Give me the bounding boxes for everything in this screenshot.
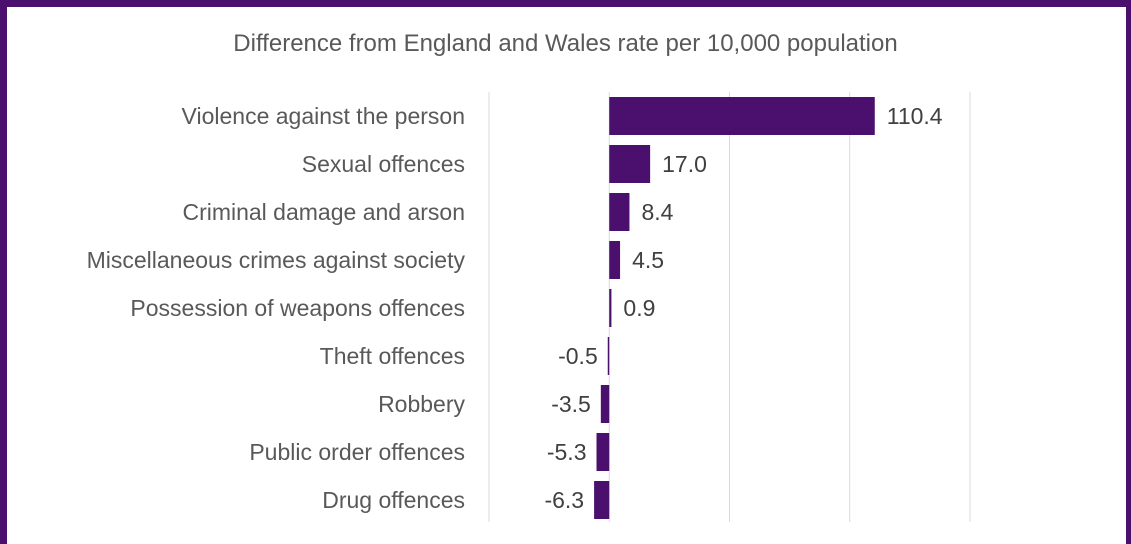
bar xyxy=(609,145,651,183)
category-labels: Violence against the person Sexual offenc… xyxy=(87,103,466,513)
value-label: -5.3 xyxy=(547,439,587,465)
value-labels: 110.4 17.0 8.4 4.5 0.9 -0.5 -3.5 -5.3 -6.3 xyxy=(544,103,942,513)
category-label: Robbery xyxy=(378,391,465,417)
value-label: -6.3 xyxy=(544,487,584,513)
bars xyxy=(594,97,875,519)
bar xyxy=(609,193,630,231)
category-label: Public order offences xyxy=(249,439,465,465)
bar xyxy=(609,241,621,279)
category-label: Possession of weapons offences xyxy=(130,295,465,321)
bar xyxy=(607,337,610,375)
category-label: Miscellaneous crimes against society xyxy=(87,247,466,273)
value-label: 4.5 xyxy=(632,247,664,273)
value-label: 17.0 xyxy=(662,151,707,177)
category-label: Violence against the person xyxy=(182,103,465,129)
chart-title: Difference from England and Wales rate p… xyxy=(233,30,898,57)
value-label: -3.5 xyxy=(551,391,591,417)
value-label: 0.9 xyxy=(623,295,655,321)
value-label: -0.5 xyxy=(558,343,598,369)
value-label: 110.4 xyxy=(887,103,943,129)
category-label: Theft offences xyxy=(320,343,465,369)
category-label: Criminal damage and arson xyxy=(182,199,465,225)
bar xyxy=(600,385,610,423)
bar xyxy=(609,289,612,327)
bar xyxy=(596,433,610,471)
category-label: Drug offences xyxy=(322,487,465,513)
bar xyxy=(594,481,610,519)
category-label: Sexual offences xyxy=(302,151,465,177)
bar xyxy=(609,97,875,135)
value-label: 8.4 xyxy=(641,199,673,225)
